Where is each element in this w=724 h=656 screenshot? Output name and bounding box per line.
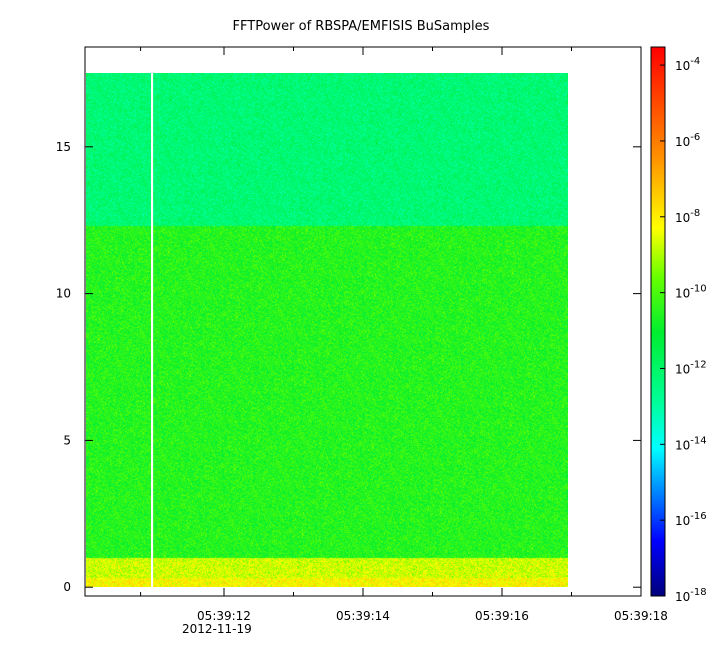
y-tick-label: 10 bbox=[56, 287, 71, 301]
spectrogram-image bbox=[86, 73, 568, 587]
colorbar-tick-label: 10-6 bbox=[675, 132, 700, 149]
colorbar bbox=[650, 46, 666, 597]
colorbar-tick-label: 10-16 bbox=[675, 511, 707, 528]
spectrogram-pixels bbox=[86, 73, 568, 587]
x-tick-label: 05:39:14 bbox=[336, 609, 390, 623]
x-tick-label: 05:39:18 bbox=[614, 609, 668, 623]
x-tick-label: 05:39:12 bbox=[197, 609, 251, 623]
y-tick-label: 5 bbox=[63, 433, 71, 447]
colorbar-tick-label: 10-10 bbox=[675, 284, 707, 301]
y-tick-label: 0 bbox=[63, 580, 71, 594]
colorbar-tick-label: 10-18 bbox=[675, 587, 707, 604]
y-tick-label: 15 bbox=[56, 140, 71, 154]
x-tick-label: 05:39:16 bbox=[475, 609, 529, 623]
colorbar-tick-label: 10-4 bbox=[675, 56, 700, 73]
colorbar-tick-label: 10-14 bbox=[675, 435, 707, 452]
colorbar-axis: 10-4 10-6 10-8 10-10 10-12 10-14 10-16 10-18 bbox=[660, 56, 707, 604]
x-date-label: 2012-11-19 bbox=[182, 622, 252, 636]
colorbar-tick-label: 10-12 bbox=[675, 359, 707, 376]
y-axis: 0 5 10 15 bbox=[56, 140, 641, 594]
data-gap bbox=[151, 73, 154, 587]
colorbar-tick-label: 10-8 bbox=[675, 208, 700, 225]
chart-title: FFTPower of RBSPA/EMFISIS BuSamples bbox=[233, 19, 490, 34]
x-axis: 05:39:12 05:39:14 05:39:16 05:39:18 bbox=[140, 47, 668, 623]
